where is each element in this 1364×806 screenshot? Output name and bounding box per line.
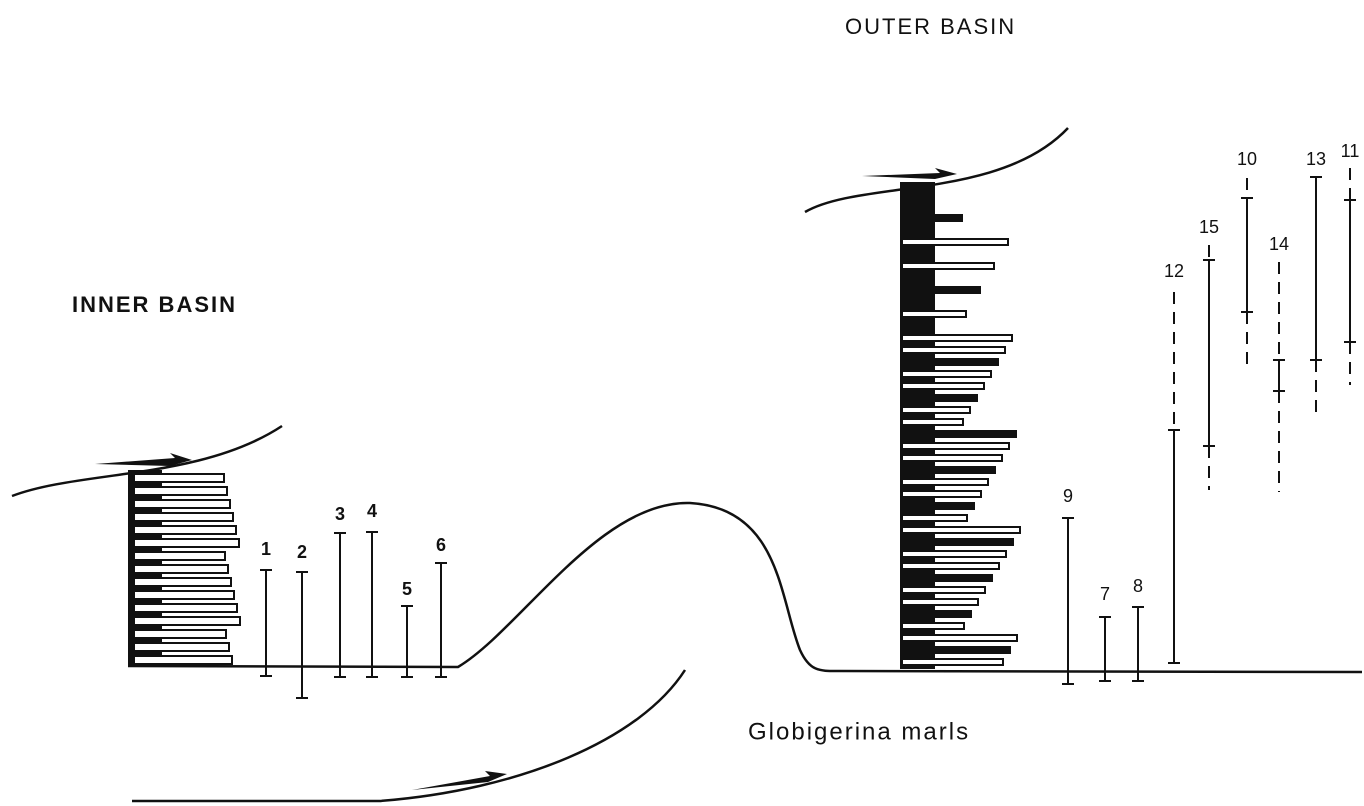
bed xyxy=(902,215,962,221)
bed xyxy=(902,407,970,413)
section-number: 6 xyxy=(436,535,446,555)
bed xyxy=(902,635,1017,641)
bed xyxy=(902,503,974,509)
bed xyxy=(902,431,1016,437)
bed xyxy=(902,467,995,473)
section-number: 1 xyxy=(261,539,271,559)
section-number: 14 xyxy=(1269,234,1289,254)
bed xyxy=(902,419,963,425)
bed xyxy=(902,647,1010,653)
inner-basin-label: INNER BASIN xyxy=(72,292,237,317)
bed xyxy=(134,617,240,625)
basin-floor xyxy=(128,503,1362,672)
section-number: 15 xyxy=(1199,217,1219,237)
bed xyxy=(134,643,229,651)
bed xyxy=(134,604,237,612)
bed xyxy=(902,659,1003,665)
bed xyxy=(134,513,233,521)
diagram: INNER BASIN OUTER BASIN Globigerina marl… xyxy=(0,0,1364,806)
bed xyxy=(902,551,1006,557)
bed xyxy=(134,630,226,638)
bed xyxy=(902,623,964,629)
section-number: 2 xyxy=(297,542,307,562)
bed xyxy=(902,371,991,377)
bed xyxy=(134,591,234,599)
bed xyxy=(902,383,984,389)
section-number: 5 xyxy=(402,579,412,599)
section-number: 12 xyxy=(1164,261,1184,281)
section-number: 4 xyxy=(367,501,377,521)
bed xyxy=(902,527,1020,533)
bed xyxy=(134,565,228,573)
section-number: 3 xyxy=(335,504,345,524)
section-number: 9 xyxy=(1063,486,1073,506)
bed xyxy=(134,526,236,534)
bed xyxy=(134,539,239,547)
bed xyxy=(902,395,977,401)
bed xyxy=(902,239,1008,245)
bed xyxy=(134,552,225,560)
bed xyxy=(902,263,994,269)
bed xyxy=(902,287,980,293)
outer-basin-label: OUTER BASIN xyxy=(845,14,1016,39)
section-number: 10 xyxy=(1237,149,1257,169)
section-number: 8 xyxy=(1133,576,1143,596)
thrust-outer xyxy=(805,128,1068,212)
bed xyxy=(902,359,998,365)
bed xyxy=(902,335,1012,341)
bed xyxy=(902,515,967,521)
arrow xyxy=(412,771,507,790)
bed xyxy=(902,539,1013,545)
section-number: 11 xyxy=(1341,141,1360,161)
bed xyxy=(902,599,978,605)
bed xyxy=(902,479,988,485)
bed xyxy=(902,347,1005,353)
bed xyxy=(134,656,232,664)
profile xyxy=(12,128,1362,801)
bed xyxy=(134,487,227,495)
bed xyxy=(902,455,1002,461)
bed xyxy=(902,563,999,569)
bed xyxy=(902,443,1009,449)
bed xyxy=(902,575,992,581)
formation-label: Globigerina marls xyxy=(748,718,970,745)
bed xyxy=(134,474,224,482)
section-number: 13 xyxy=(1306,149,1326,169)
bed xyxy=(134,500,230,508)
bed xyxy=(902,491,981,497)
bed xyxy=(902,311,966,317)
columns xyxy=(128,182,1020,669)
bed xyxy=(902,611,971,617)
section-number: 7 xyxy=(1100,584,1110,604)
bed xyxy=(902,587,985,593)
bed xyxy=(134,578,231,586)
arrow xyxy=(862,168,957,179)
thrust-lower xyxy=(132,670,685,801)
